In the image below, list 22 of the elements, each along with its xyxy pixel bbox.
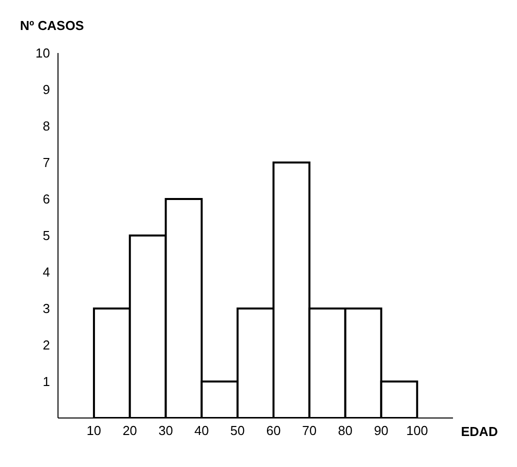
x-tick-label: 20 [122, 423, 138, 438]
y-tick-label: 5 [42, 228, 50, 244]
y-tick-label: 3 [42, 301, 50, 316]
y-tick-label: 6 [42, 192, 50, 207]
y-tick-label: 10 [36, 46, 50, 61]
x-tick-label: 30 [158, 423, 173, 438]
x-tick-label: 90 [374, 423, 388, 438]
x-tick-label: 80 [338, 423, 353, 438]
x-tick-label: 60 [266, 423, 281, 438]
x-tick-label: 50 [230, 423, 245, 438]
y-tick-label: 8 [42, 118, 50, 134]
x-axis-title: EDAD [461, 424, 498, 439]
y-tick-label: 2 [42, 338, 50, 353]
y-tick-label: 1 [42, 374, 50, 390]
x-tick-label: 10 [86, 423, 102, 438]
y-axis-title: Nº CASOS [20, 18, 84, 33]
y-tick-label: 9 [42, 82, 50, 98]
y-tick-label: 4 [42, 264, 50, 280]
x-tick-label: 40 [194, 423, 209, 438]
x-tick-label: 100 [406, 423, 428, 438]
x-tick-label: 70 [302, 423, 317, 438]
y-tick-label: 7 [42, 155, 50, 170]
